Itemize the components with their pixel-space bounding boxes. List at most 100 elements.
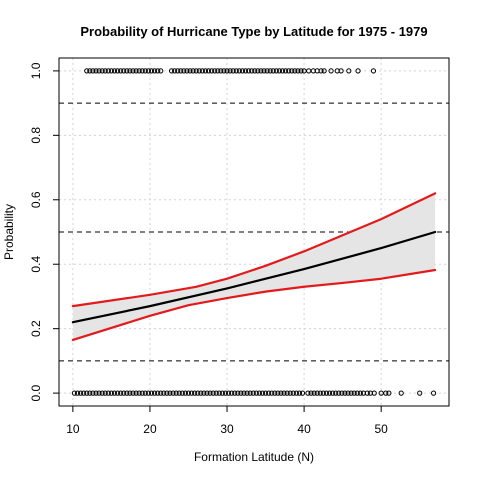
data-point <box>238 390 244 396</box>
data-point <box>161 390 167 396</box>
data-point <box>355 68 361 74</box>
data-point <box>142 390 148 396</box>
upper-confidence-line <box>71 192 437 308</box>
data-point <box>173 390 179 396</box>
data-point <box>357 390 363 396</box>
data-point <box>90 68 96 74</box>
data-point <box>241 390 247 396</box>
data-point <box>184 68 190 74</box>
data-point <box>102 68 108 74</box>
data-point <box>295 68 301 74</box>
y-tick-label: 1.0 <box>29 62 43 79</box>
data-point <box>102 390 108 396</box>
data-point <box>227 68 233 74</box>
x-tick-label: 50 <box>374 422 388 436</box>
data-point <box>336 390 342 396</box>
data-point <box>272 390 278 396</box>
data-point <box>185 390 192 396</box>
data-point <box>118 68 124 74</box>
data-point <box>321 68 327 74</box>
data-point <box>247 390 253 396</box>
data-point <box>158 390 164 396</box>
data-point <box>155 390 161 396</box>
data-point <box>259 390 266 396</box>
data-point <box>417 390 423 396</box>
data-point <box>287 390 293 396</box>
data-point <box>133 390 139 396</box>
data-point <box>266 390 272 396</box>
data-point <box>151 390 158 396</box>
x-axis-label: Formation Latitude (N) <box>194 450 314 464</box>
data-point <box>264 68 270 74</box>
data-point <box>292 68 298 74</box>
data-point <box>339 390 345 396</box>
data-point <box>148 68 155 74</box>
data-point <box>201 390 207 396</box>
data-point <box>293 390 299 396</box>
data-point <box>74 390 81 396</box>
data-point <box>330 390 336 396</box>
data-point <box>278 390 284 396</box>
data-point <box>314 390 320 396</box>
data-point <box>256 390 262 396</box>
data-point <box>142 68 148 74</box>
data-point <box>127 68 133 74</box>
y-tick-label: 0.0 <box>29 384 43 401</box>
data-point <box>253 390 259 396</box>
data-point <box>124 68 130 74</box>
data-point <box>212 68 218 74</box>
data-point <box>145 68 152 74</box>
data-point <box>136 390 142 396</box>
data-point <box>430 390 437 396</box>
data-point <box>279 68 286 74</box>
axes-layer: 10 20 30 40 50 0.0 0.2 0.4 0.6 0.8 1.0 <box>29 57 450 436</box>
data-point <box>93 390 99 396</box>
data-point <box>258 68 264 74</box>
data-point <box>239 68 246 74</box>
data-point <box>108 390 115 396</box>
data-point <box>305 390 311 396</box>
data-point <box>345 390 351 396</box>
data-point <box>148 390 155 396</box>
data-point <box>244 390 250 396</box>
data-point <box>286 68 292 74</box>
data-point <box>93 68 99 74</box>
data-point <box>255 68 261 74</box>
data-point <box>225 390 232 396</box>
data-point <box>71 390 78 396</box>
data-point <box>308 390 314 396</box>
data-point <box>124 390 130 396</box>
data-point <box>250 390 256 396</box>
data-point <box>351 390 357 396</box>
data-point <box>130 390 136 396</box>
data-point <box>342 390 348 396</box>
data-point <box>246 68 252 74</box>
data-point <box>170 390 176 396</box>
data-point <box>370 68 377 74</box>
data-point <box>229 390 235 396</box>
data-point <box>111 390 118 396</box>
x-tick-label: 20 <box>143 422 157 436</box>
data-point <box>193 68 199 74</box>
data-point <box>269 390 275 396</box>
data-point <box>275 390 281 396</box>
data-point <box>290 390 296 396</box>
data-point <box>224 68 230 74</box>
data-point <box>230 68 236 74</box>
data-point <box>190 68 196 74</box>
data-point <box>383 390 389 396</box>
data-point <box>318 68 324 74</box>
data-point <box>205 68 212 74</box>
data-point <box>114 390 121 396</box>
data-point <box>276 68 283 74</box>
data-point <box>99 390 105 396</box>
y-tick-label: 0.6 <box>29 191 43 208</box>
data-point <box>204 390 210 396</box>
data-point <box>209 68 215 74</box>
data-point <box>172 68 178 74</box>
data-point <box>118 390 124 396</box>
data-point <box>364 390 370 396</box>
data-point <box>283 68 289 74</box>
data-point <box>311 390 317 396</box>
